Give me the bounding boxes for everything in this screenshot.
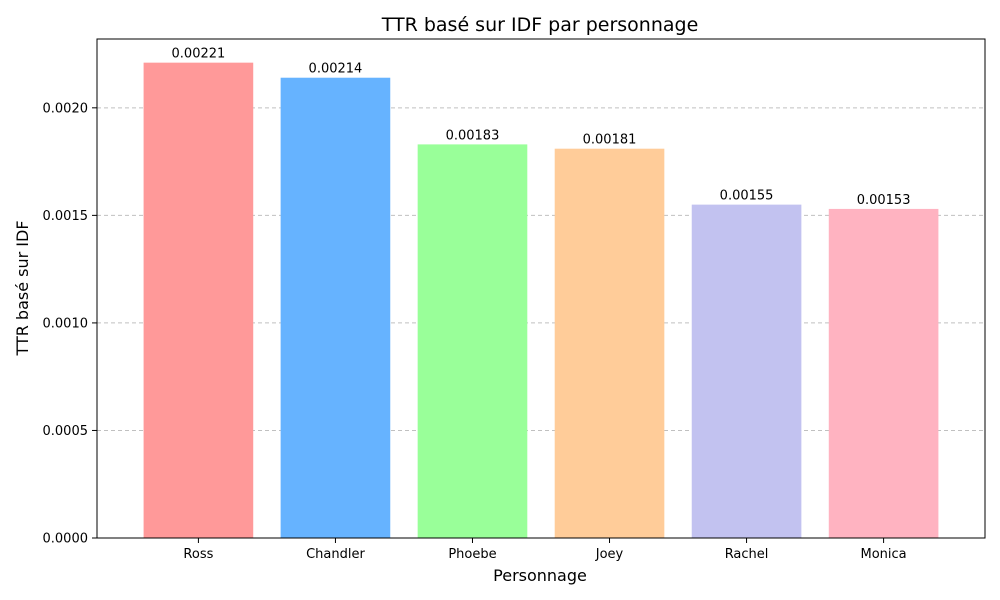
bar-monica bbox=[828, 208, 939, 539]
value-label-chandler: 0.00214 bbox=[309, 62, 363, 77]
x-tick-label-monica: Monica bbox=[861, 547, 907, 562]
bar-chandler bbox=[280, 77, 391, 538]
value-labels: 0.00221 0.00214 0.00183 0.00181 0.00155 0.001… bbox=[172, 47, 911, 208]
plot-frame bbox=[96, 38, 986, 539]
bar-ross bbox=[143, 62, 254, 538]
bar-rachel bbox=[691, 204, 802, 538]
bar-phoebe bbox=[417, 144, 528, 538]
y-tick-label: 0.0005 bbox=[43, 424, 89, 439]
y-tick-label: 0.0010 bbox=[43, 316, 89, 331]
value-label-rachel: 0.00155 bbox=[720, 189, 774, 204]
x-tick-label-phoebe: Phoebe bbox=[448, 547, 496, 562]
value-label-joey: 0.00181 bbox=[583, 133, 637, 148]
y-axis-label: TTR basé sur IDF bbox=[13, 220, 32, 356]
axes: 0.0000 0.0005 0.0010 0.0015 0.0020 Ross Chandl… bbox=[43, 38, 986, 562]
value-label-monica: 0.00153 bbox=[857, 193, 911, 208]
y-tick-label: 0.0000 bbox=[43, 532, 89, 547]
x-axis-label: Personnage bbox=[493, 566, 587, 585]
x-tick-label-joey: Joey bbox=[595, 547, 624, 562]
value-label-ross: 0.00221 bbox=[172, 47, 226, 62]
y-tick-label: 0.0020 bbox=[43, 101, 89, 116]
chart-title: TTR basé sur IDF par personnage bbox=[381, 14, 699, 36]
value-label-phoebe: 0.00183 bbox=[446, 128, 500, 143]
bars bbox=[143, 62, 939, 539]
y-tick-label: 0.0015 bbox=[43, 209, 89, 224]
x-tick-label-ross: Ross bbox=[183, 547, 213, 562]
x-tick-label-rachel: Rachel bbox=[725, 547, 769, 562]
bar-joey bbox=[554, 148, 665, 538]
x-tick-label-chandler: Chandler bbox=[306, 547, 365, 562]
